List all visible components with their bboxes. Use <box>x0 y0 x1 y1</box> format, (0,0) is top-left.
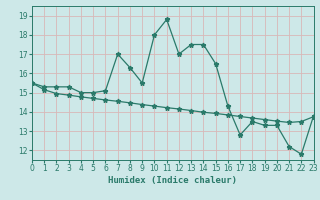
X-axis label: Humidex (Indice chaleur): Humidex (Indice chaleur) <box>108 176 237 185</box>
